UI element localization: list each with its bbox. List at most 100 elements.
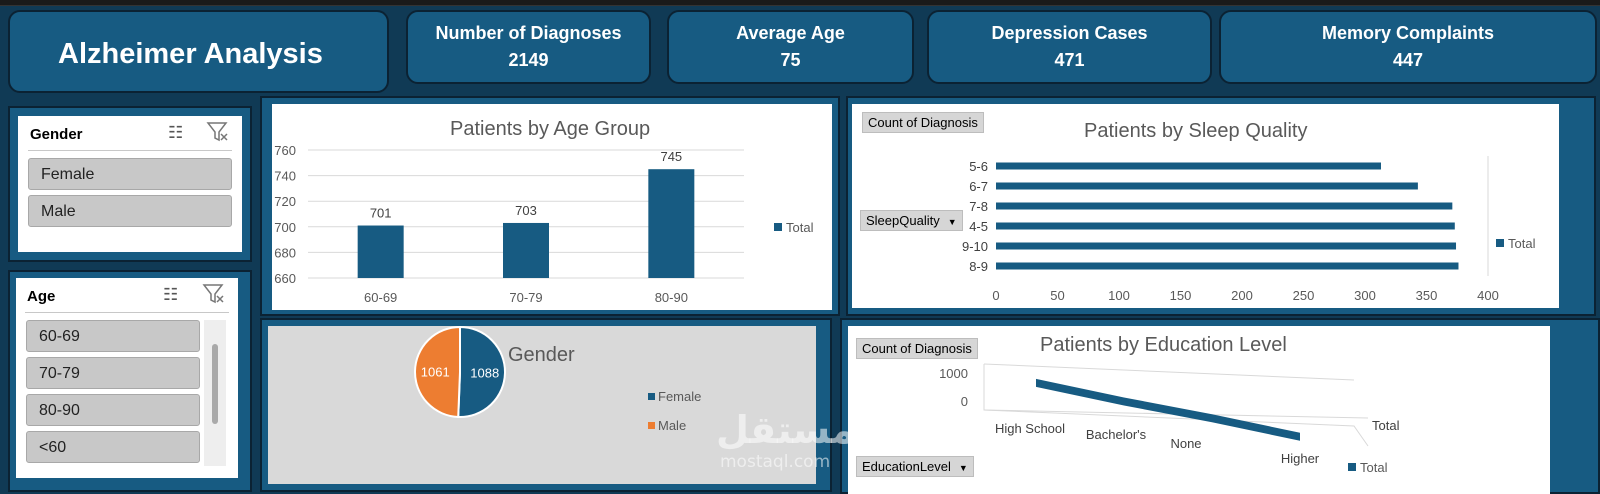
x-tick-label: 70-79 [509, 290, 542, 305]
x-tick-label: 80-90 [655, 290, 688, 305]
legend-swatch [648, 393, 655, 400]
y-tick-label: 660 [274, 271, 296, 286]
field-button-label: SleepQuality [866, 213, 940, 228]
y-tick-label: 0 [961, 394, 968, 409]
slicer-divider [25, 312, 229, 313]
pie-slice [457, 326, 506, 418]
education-chart-area: Count of Diagnosis Patients by Education… [848, 326, 1550, 494]
y-tick-label: 4-5 [969, 219, 988, 234]
kpi-card-memory-complaints: Memory Complaints 447 [1219, 10, 1597, 84]
bar [996, 242, 1457, 250]
bar [648, 169, 695, 278]
sleep-quality-field-button[interactable]: SleepQuality ▼ [860, 210, 963, 231]
kpi-value: 75 [780, 50, 801, 70]
x-tick-label: 60-69 [364, 290, 397, 305]
clear-filter-icon[interactable] [202, 283, 226, 310]
age-chart-area: Patients by Age Group 660 680 700 720 740 760… [272, 104, 832, 310]
age-group-bar-chart: 660 680 700 720 740 760 701 60-69 703 70-79 745 80-… [274, 143, 814, 305]
slicer-item-female[interactable]: Female [28, 158, 232, 190]
kpi-value: 2149 [508, 50, 549, 70]
x-tick-label: 300 [1354, 288, 1376, 303]
data-label: 703 [515, 203, 537, 218]
legend-label: Total [1360, 460, 1388, 475]
count-of-diagnosis-button[interactable]: Count of Diagnosis [856, 338, 978, 359]
clear-filter-icon[interactable] [206, 121, 230, 148]
data-label: 701 [370, 206, 392, 221]
legend-label: Total [786, 220, 814, 235]
legend-label: Male [658, 418, 686, 433]
series-ribbon [1036, 378, 1300, 441]
slicer-item-80-90[interactable]: 80-90 [26, 394, 200, 426]
kpi-card-diagnoses: Number of Diagnoses 2149 [406, 10, 651, 84]
bar [996, 222, 1455, 230]
field-button-label: EducationLevel [862, 459, 951, 474]
data-label: 745 [660, 149, 682, 164]
x-tick-label: High School [995, 421, 1065, 436]
kpi-value: 471 [1054, 50, 1085, 70]
y-tick-label: 5-6 [969, 159, 988, 174]
dropdown-arrow-icon: ▼ [958, 463, 968, 473]
y-tick-label: 740 [274, 169, 296, 184]
watermark-arabic: مستقل [716, 408, 855, 452]
dropdown-arrow-icon: ▼ [947, 217, 957, 227]
depth-axis-label: Total [1372, 418, 1400, 433]
x-tick-label: 0 [992, 288, 999, 303]
pie-slice [414, 326, 461, 419]
x-tick-label: 100 [1108, 288, 1130, 303]
x-tick-label: 350 [1416, 288, 1438, 303]
slicer-item-male[interactable]: Male [28, 195, 232, 227]
age-slicer-title: Age [27, 288, 56, 305]
y-tick-label: 720 [274, 194, 296, 209]
slicer-item-70-79[interactable]: 70-79 [26, 357, 200, 389]
x-tick-label: Higher [1281, 451, 1320, 466]
y-tick-label: 8-9 [969, 259, 988, 274]
kpi-label: Depression Cases [991, 23, 1148, 43]
dashboard-title-card: Alzheimer Analysis [8, 10, 389, 93]
gender-slicer: Gender ☷ Female Male [18, 116, 242, 252]
sleep-quality-bar-chart: 0 50 100 150 200 250 300 350 400 5-6 6-7 7-8 4-5 9-10… [962, 156, 1536, 303]
x-tick-label: 150 [1170, 288, 1192, 303]
multi-select-icon[interactable]: ☷ [163, 285, 179, 304]
legend-swatch [1348, 463, 1356, 471]
y-tick-label: 9-10 [962, 239, 988, 254]
kpi-label: Number of Diagnoses [435, 23, 622, 43]
y-tick-label: 6-7 [969, 179, 988, 194]
education-level-field-button[interactable]: EducationLevel ▼ [856, 456, 974, 477]
legend-swatch [1496, 239, 1504, 247]
education-3d-line-chart: 1000 0 High School Bachelor's None Higher Tota… [939, 363, 1400, 475]
gender-chart-area: Gender 1088 1061 Female Male [268, 326, 816, 484]
x-tick-label: 50 [1050, 288, 1064, 303]
kpi-value: 447 [1392, 50, 1424, 70]
x-tick-label: Bachelor's [1086, 427, 1147, 442]
slicer-divider [28, 150, 232, 151]
kpi-card-depression: Depression Cases 471 [927, 10, 1212, 84]
data-label: 1088 [470, 365, 499, 380]
sleep-chart-area: Count of Diagnosis Patients by Sleep Qua… [852, 104, 1559, 308]
legend-swatch [648, 422, 655, 429]
slicer-scroll-thumb[interactable] [212, 344, 218, 424]
legend-label: Female [658, 389, 701, 404]
chart-title: Patients by Age Group [450, 118, 651, 140]
count-of-diagnosis-button[interactable]: Count of Diagnosis [862, 112, 984, 133]
slicer-item-60-69[interactable]: 60-69 [26, 320, 200, 352]
bar [503, 222, 549, 278]
age-slicer: Age ☷ 60-69 70-79 80-90 <60 [16, 278, 238, 478]
multi-select-icon[interactable]: ☷ [168, 123, 184, 142]
chart-title: Gender [508, 344, 575, 366]
gender-pie-chart: 1088 1061 Female Male [414, 326, 701, 433]
y-tick-label: 760 [274, 143, 296, 158]
y-tick-label: 7-8 [969, 199, 988, 214]
chart-title: Patients by Sleep Quality [1084, 120, 1308, 142]
slicer-item-under-60[interactable]: <60 [26, 431, 200, 463]
x-tick-label: 400 [1477, 288, 1499, 303]
x-tick-label: None [1170, 436, 1201, 451]
kpi-card-average-age: Average Age 75 [667, 10, 914, 84]
bar [996, 262, 1459, 270]
bar [357, 225, 404, 278]
bar [996, 182, 1418, 190]
y-tick-label: 680 [274, 245, 296, 260]
y-tick-label: 1000 [939, 366, 968, 381]
data-label: 1061 [421, 365, 450, 380]
watermark-latin: mostaql.com [720, 452, 831, 472]
